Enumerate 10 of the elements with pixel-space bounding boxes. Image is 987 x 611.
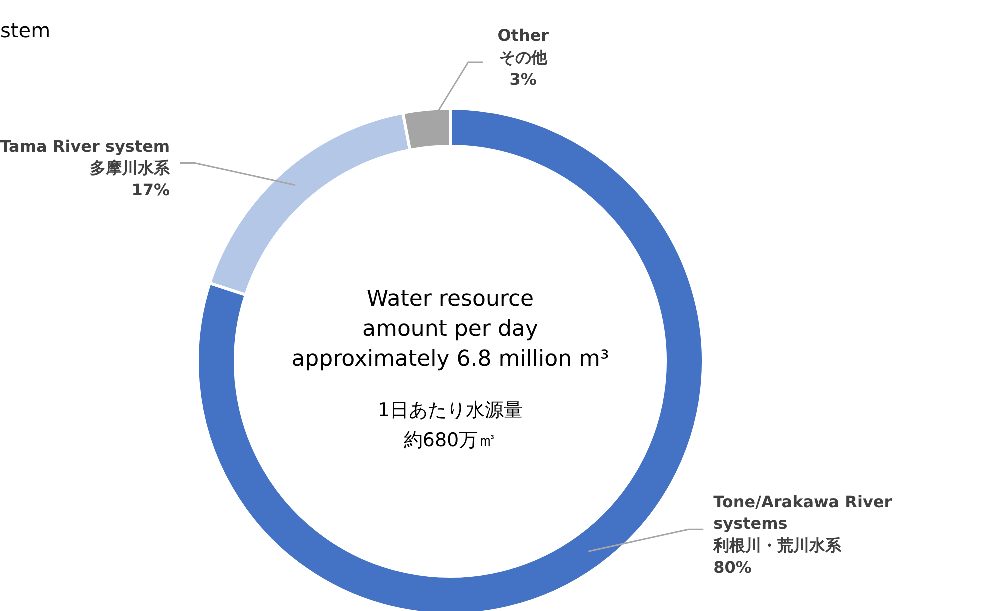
text: stem — [0, 18, 51, 42]
slice-label: Other その他 — [498, 26, 550, 68]
slice-label: Tone/Arakawa River systems 利根川・荒川水系 — [712, 492, 892, 556]
data-label: 3% — [510, 70, 537, 89]
text: Water resource amount per day approximately 6.8 million m³ — [292, 287, 610, 372]
data-label: 80% — [714, 558, 752, 577]
slice-label: Tama River system 多摩川水系 — [0, 136, 172, 178]
text: 1日あたり水源量 — [378, 400, 524, 422]
data-label: 17% — [132, 180, 170, 200]
text: 約680万㎥ — [404, 430, 498, 452]
